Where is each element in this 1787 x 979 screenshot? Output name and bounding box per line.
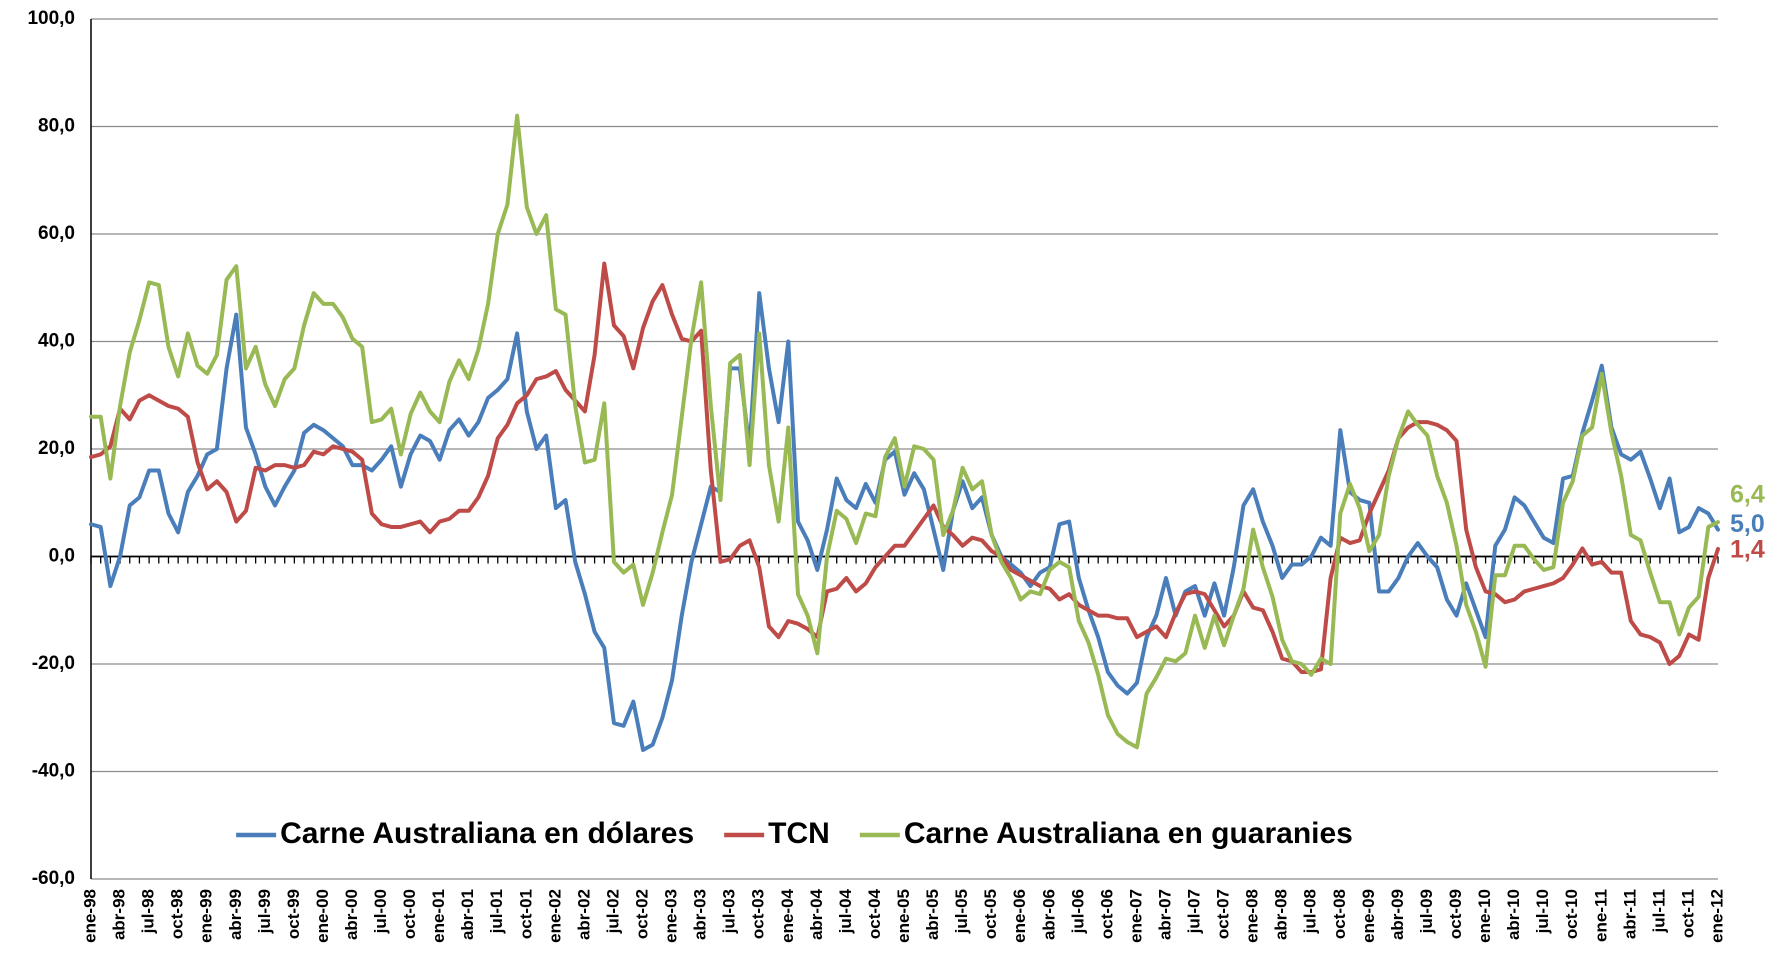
x-tick-label: abr-02: [574, 889, 593, 940]
x-tick-label: ene-01: [429, 889, 448, 943]
x-tick-label: oct-10: [1562, 889, 1581, 939]
y-tick-label: -40,0: [32, 761, 75, 782]
x-tick-label: jul-04: [836, 888, 855, 934]
x-tick-label: oct-02: [633, 889, 652, 939]
x-tick-label: jul-09: [1417, 889, 1436, 934]
x-tick-label: ene-08: [1243, 889, 1262, 943]
x-tick-label: abr-09: [1388, 889, 1407, 940]
x-tick-label: abr-99: [226, 889, 245, 940]
x-tick-label: jul-00: [371, 889, 390, 934]
y-tick-label: -20,0: [32, 653, 75, 674]
x-tick-label: abr-11: [1620, 889, 1639, 939]
chart: -60,0 -40,0 -20,0 0,0 20,0 40,0 60,0 80,0 100,0 e…: [0, 0, 1787, 979]
x-tick-label: jul-98: [139, 889, 158, 934]
x-tick-label: ene-99: [197, 889, 216, 943]
x-tick-label: abr-98: [110, 889, 129, 940]
x-tick-label: jul-01: [487, 889, 506, 934]
x-tick-label: jul-99: [255, 889, 274, 934]
x-tick-label: abr-00: [342, 889, 361, 940]
x-tick-label: jul-02: [603, 889, 622, 934]
y-tick-label: 80,0: [38, 116, 75, 137]
x-tick-label: oct-99: [284, 889, 303, 939]
y-tick-label: 60,0: [38, 223, 75, 244]
x-tick-label: abr-07: [1155, 889, 1174, 940]
x-tick-label: jul-03: [720, 889, 739, 934]
x-tick-label: ene-98: [80, 889, 99, 943]
x-tick-label: ene-07: [1126, 889, 1145, 943]
value-label: 5,0: [1730, 510, 1765, 538]
x-tick-label: jul-10: [1533, 889, 1552, 934]
legend-label: Carne Australiana en guaranies: [904, 817, 1353, 850]
x-tick-label: jul-11: [1649, 889, 1668, 933]
x-tick-label: oct-04: [865, 888, 884, 939]
y-tick-label: 20,0: [38, 438, 75, 459]
x-tick-label: abr-03: [691, 889, 710, 940]
x-tick-label: oct-08: [1330, 889, 1349, 939]
x-tick-label: ene-06: [1010, 889, 1029, 943]
legend-label: Carne Australiana en dólares: [280, 817, 694, 850]
y-tick-label: 0,0: [49, 546, 75, 567]
series-line: [91, 116, 1718, 748]
x-tick-label: ene-11: [1591, 889, 1610, 942]
legend-item: TCN: [724, 817, 830, 850]
x-tick-label: jul-07: [1185, 889, 1204, 934]
x-tick-label: oct-11: [1678, 889, 1697, 938]
x-tick-label: ene-10: [1475, 889, 1494, 943]
x-tick-label: ene-02: [545, 889, 564, 943]
x-tick-label: ene-04: [778, 888, 797, 942]
x-tick-label: oct-01: [516, 889, 535, 939]
x-tick-label: jul-08: [1301, 889, 1320, 934]
x-tick-label: oct-06: [1097, 889, 1116, 939]
x-tick-label: abr-05: [923, 889, 942, 940]
x-tick-label: ene-09: [1359, 889, 1378, 943]
x-tick-label: oct-03: [749, 889, 768, 939]
x-tick-label: ene-05: [894, 889, 913, 943]
legend-label: TCN: [768, 817, 830, 850]
x-tick-label: oct-00: [400, 889, 419, 939]
x-tick-label: abr-04: [807, 888, 826, 940]
x-tick-label: jul-05: [952, 889, 971, 934]
x-tick-label: abr-01: [458, 889, 477, 940]
legend-item: Carne Australiana en guaranies: [860, 817, 1353, 850]
y-tick-label: -60,0: [32, 868, 75, 889]
series-line: [91, 293, 1718, 750]
y-tick-label: 40,0: [38, 331, 75, 352]
x-tick-label: oct-09: [1446, 889, 1465, 939]
y-tick-label: 100,0: [27, 8, 75, 29]
x-tick-label: abr-08: [1272, 889, 1291, 940]
value-label: 1,4: [1730, 536, 1765, 564]
x-tick-label: oct-05: [981, 889, 1000, 939]
x-tick-label: abr-10: [1504, 889, 1523, 940]
x-tick-label: ene-03: [662, 889, 681, 943]
legend: Carne Australiana en dólares TCN Carne Aus…: [236, 817, 1353, 850]
x-tick-label: ene-00: [313, 889, 332, 943]
value-label: 6,4: [1730, 481, 1765, 509]
x-tick-label: oct-07: [1214, 889, 1233, 939]
x-tick-label: oct-98: [168, 889, 187, 939]
x-tick-label: jul-06: [1068, 889, 1087, 934]
series-line: [91, 264, 1718, 673]
x-tick-label: ene-12: [1707, 889, 1726, 943]
x-tick-label: abr-06: [1039, 889, 1058, 940]
legend-item: Carne Australiana en dólares: [236, 817, 694, 850]
